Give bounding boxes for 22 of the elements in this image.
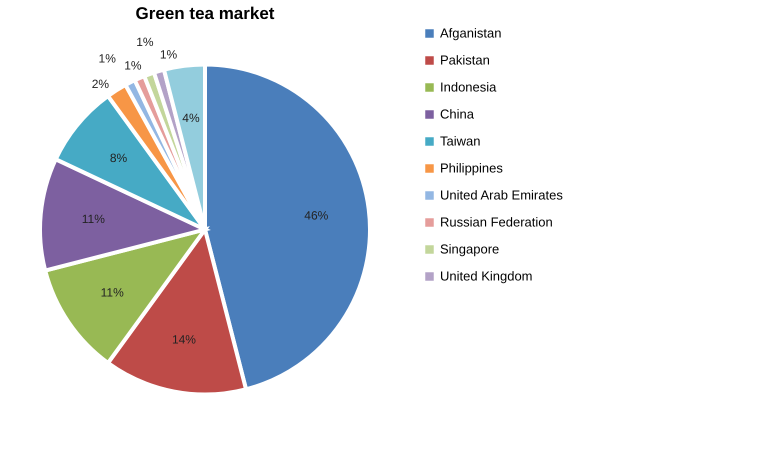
legend-label: Philippines: [440, 160, 504, 176]
data-label: 14%: [172, 332, 196, 347]
data-label: 11%: [100, 286, 124, 300]
legend-label: United Arab Emirates: [440, 188, 564, 202]
legend-label: Indonesia: [440, 80, 498, 94]
chart-title: Green tea market: [136, 4, 275, 23]
data-label: 2%: [92, 77, 110, 92]
data-label: 1%: [160, 47, 178, 62]
data-label: 8%: [110, 150, 128, 165]
data-label: 1%: [136, 34, 154, 49]
legend-label: China: [440, 106, 475, 122]
data-label: 46%: [304, 208, 329, 222]
data-label: 1%: [124, 58, 142, 73]
legend-label: Russian Federation: [440, 214, 553, 230]
legend-label: Afganistan: [440, 26, 502, 40]
legend-label: Taiwan: [440, 134, 480, 148]
data-label: 11%: [82, 212, 106, 226]
data-label: 4%: [182, 111, 200, 126]
legend-label: Pakistan: [440, 52, 490, 68]
legend-label: United Kingdom: [440, 268, 532, 284]
legend-label: Singapore: [440, 242, 500, 256]
data-label: 1%: [98, 51, 116, 66]
